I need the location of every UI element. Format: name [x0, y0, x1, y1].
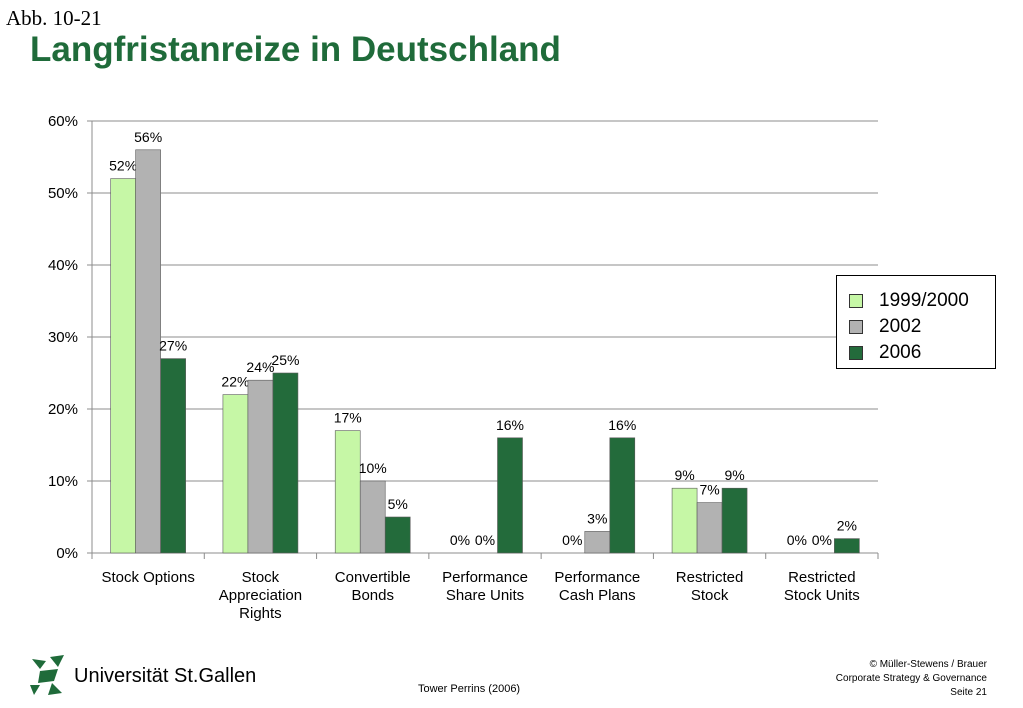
legend-swatch-1999-2000 — [849, 294, 863, 308]
legend-swatch-2002 — [849, 320, 863, 334]
legend-label-1999-2000: 1999/2000 — [879, 290, 969, 311]
source-note: Tower Perrins (2006) — [418, 683, 521, 695]
data-label: 5% — [388, 496, 408, 512]
bar — [160, 358, 186, 554]
x-tick-label: Appreciation — [219, 587, 302, 604]
x-tick-label: Bonds — [351, 587, 394, 604]
data-label: 0% — [450, 532, 470, 548]
data-label: 0% — [562, 532, 582, 548]
bar — [696, 502, 723, 554]
figure-label: Abb. 10-21 — [6, 6, 102, 30]
bar — [272, 372, 299, 554]
footer-page: Seite 21 — [950, 687, 987, 698]
legend-swatch-2006 — [849, 346, 863, 360]
y-tick-label: 50% — [48, 185, 78, 202]
bar — [721, 487, 748, 554]
legend-item-2006: 2006 — [849, 340, 995, 366]
university-logo: Universität St.Gallen — [28, 655, 256, 697]
y-tick-label: 20% — [48, 401, 78, 418]
x-tick-label: Stock — [691, 587, 729, 604]
legend-item-2002: 2002 — [849, 314, 995, 340]
data-label: 7% — [699, 482, 719, 498]
chart-legend: 1999/2000 2002 2006 — [836, 275, 996, 369]
legend-label-2006: 2006 — [879, 342, 922, 363]
data-label: 3% — [587, 510, 607, 526]
data-label: 16% — [608, 417, 636, 433]
data-label: 25% — [271, 352, 299, 368]
y-tick-label: 10% — [48, 473, 78, 490]
data-label: 2% — [837, 518, 857, 534]
bar — [247, 379, 274, 554]
legend-label-2002: 2002 — [879, 316, 922, 337]
y-tick-label: 40% — [48, 257, 78, 274]
x-tick-label: Cash Plans — [559, 587, 636, 604]
bar — [222, 394, 249, 554]
footer-copyright: © Müller-Stewens / Brauer — [869, 659, 987, 670]
data-label: 9% — [674, 467, 694, 483]
bar — [497, 437, 523, 554]
legend-item-1999-2000: 1999/2000 — [849, 288, 995, 314]
data-label: 27% — [159, 338, 187, 354]
logo-wordmark: Universität St.Gallen — [74, 664, 257, 687]
x-tick-label: Share Units — [446, 587, 524, 604]
x-tick-label: Convertible — [335, 569, 411, 586]
bar — [609, 437, 636, 554]
data-label: 24% — [246, 359, 274, 375]
x-tick-label: Restricted — [788, 569, 856, 586]
x-tick-label: Stock — [242, 569, 280, 586]
bar — [384, 516, 411, 554]
data-label: 10% — [359, 460, 387, 476]
data-label: 22% — [221, 374, 249, 390]
hsg-emblem-icon — [30, 655, 64, 695]
x-tick-label: Restricted — [676, 569, 744, 586]
data-label: 9% — [724, 467, 744, 483]
x-tick-label: Rights — [239, 605, 282, 622]
data-label: 56% — [134, 129, 162, 145]
x-tick-label: Performance — [442, 569, 528, 586]
y-tick-label: 30% — [48, 329, 78, 346]
x-tick-label: Performance — [554, 569, 640, 586]
bar — [359, 480, 386, 554]
bar — [584, 531, 611, 554]
x-tick-label: Stock Options — [101, 569, 194, 586]
footer-credits: © Müller-Stewens / Brauer Corporate Stra… — [836, 658, 987, 700]
x-tick-label: Stock Units — [784, 587, 860, 604]
data-label: 0% — [475, 532, 495, 548]
data-label: 0% — [812, 532, 832, 548]
bar — [334, 430, 361, 554]
bar — [834, 538, 860, 554]
data-label: 17% — [334, 410, 362, 426]
y-tick-label: 60% — [48, 113, 78, 130]
bar — [135, 149, 161, 554]
bar — [110, 178, 136, 554]
data-label: 16% — [496, 417, 524, 433]
slide-title: Langfristanreize in Deutschland — [30, 30, 561, 69]
data-label: 0% — [787, 532, 807, 548]
bar — [671, 487, 698, 554]
data-label: 52% — [109, 158, 137, 174]
footer-course: Corporate Strategy & Governance — [835, 673, 987, 684]
y-tick-label: 0% — [56, 545, 78, 562]
